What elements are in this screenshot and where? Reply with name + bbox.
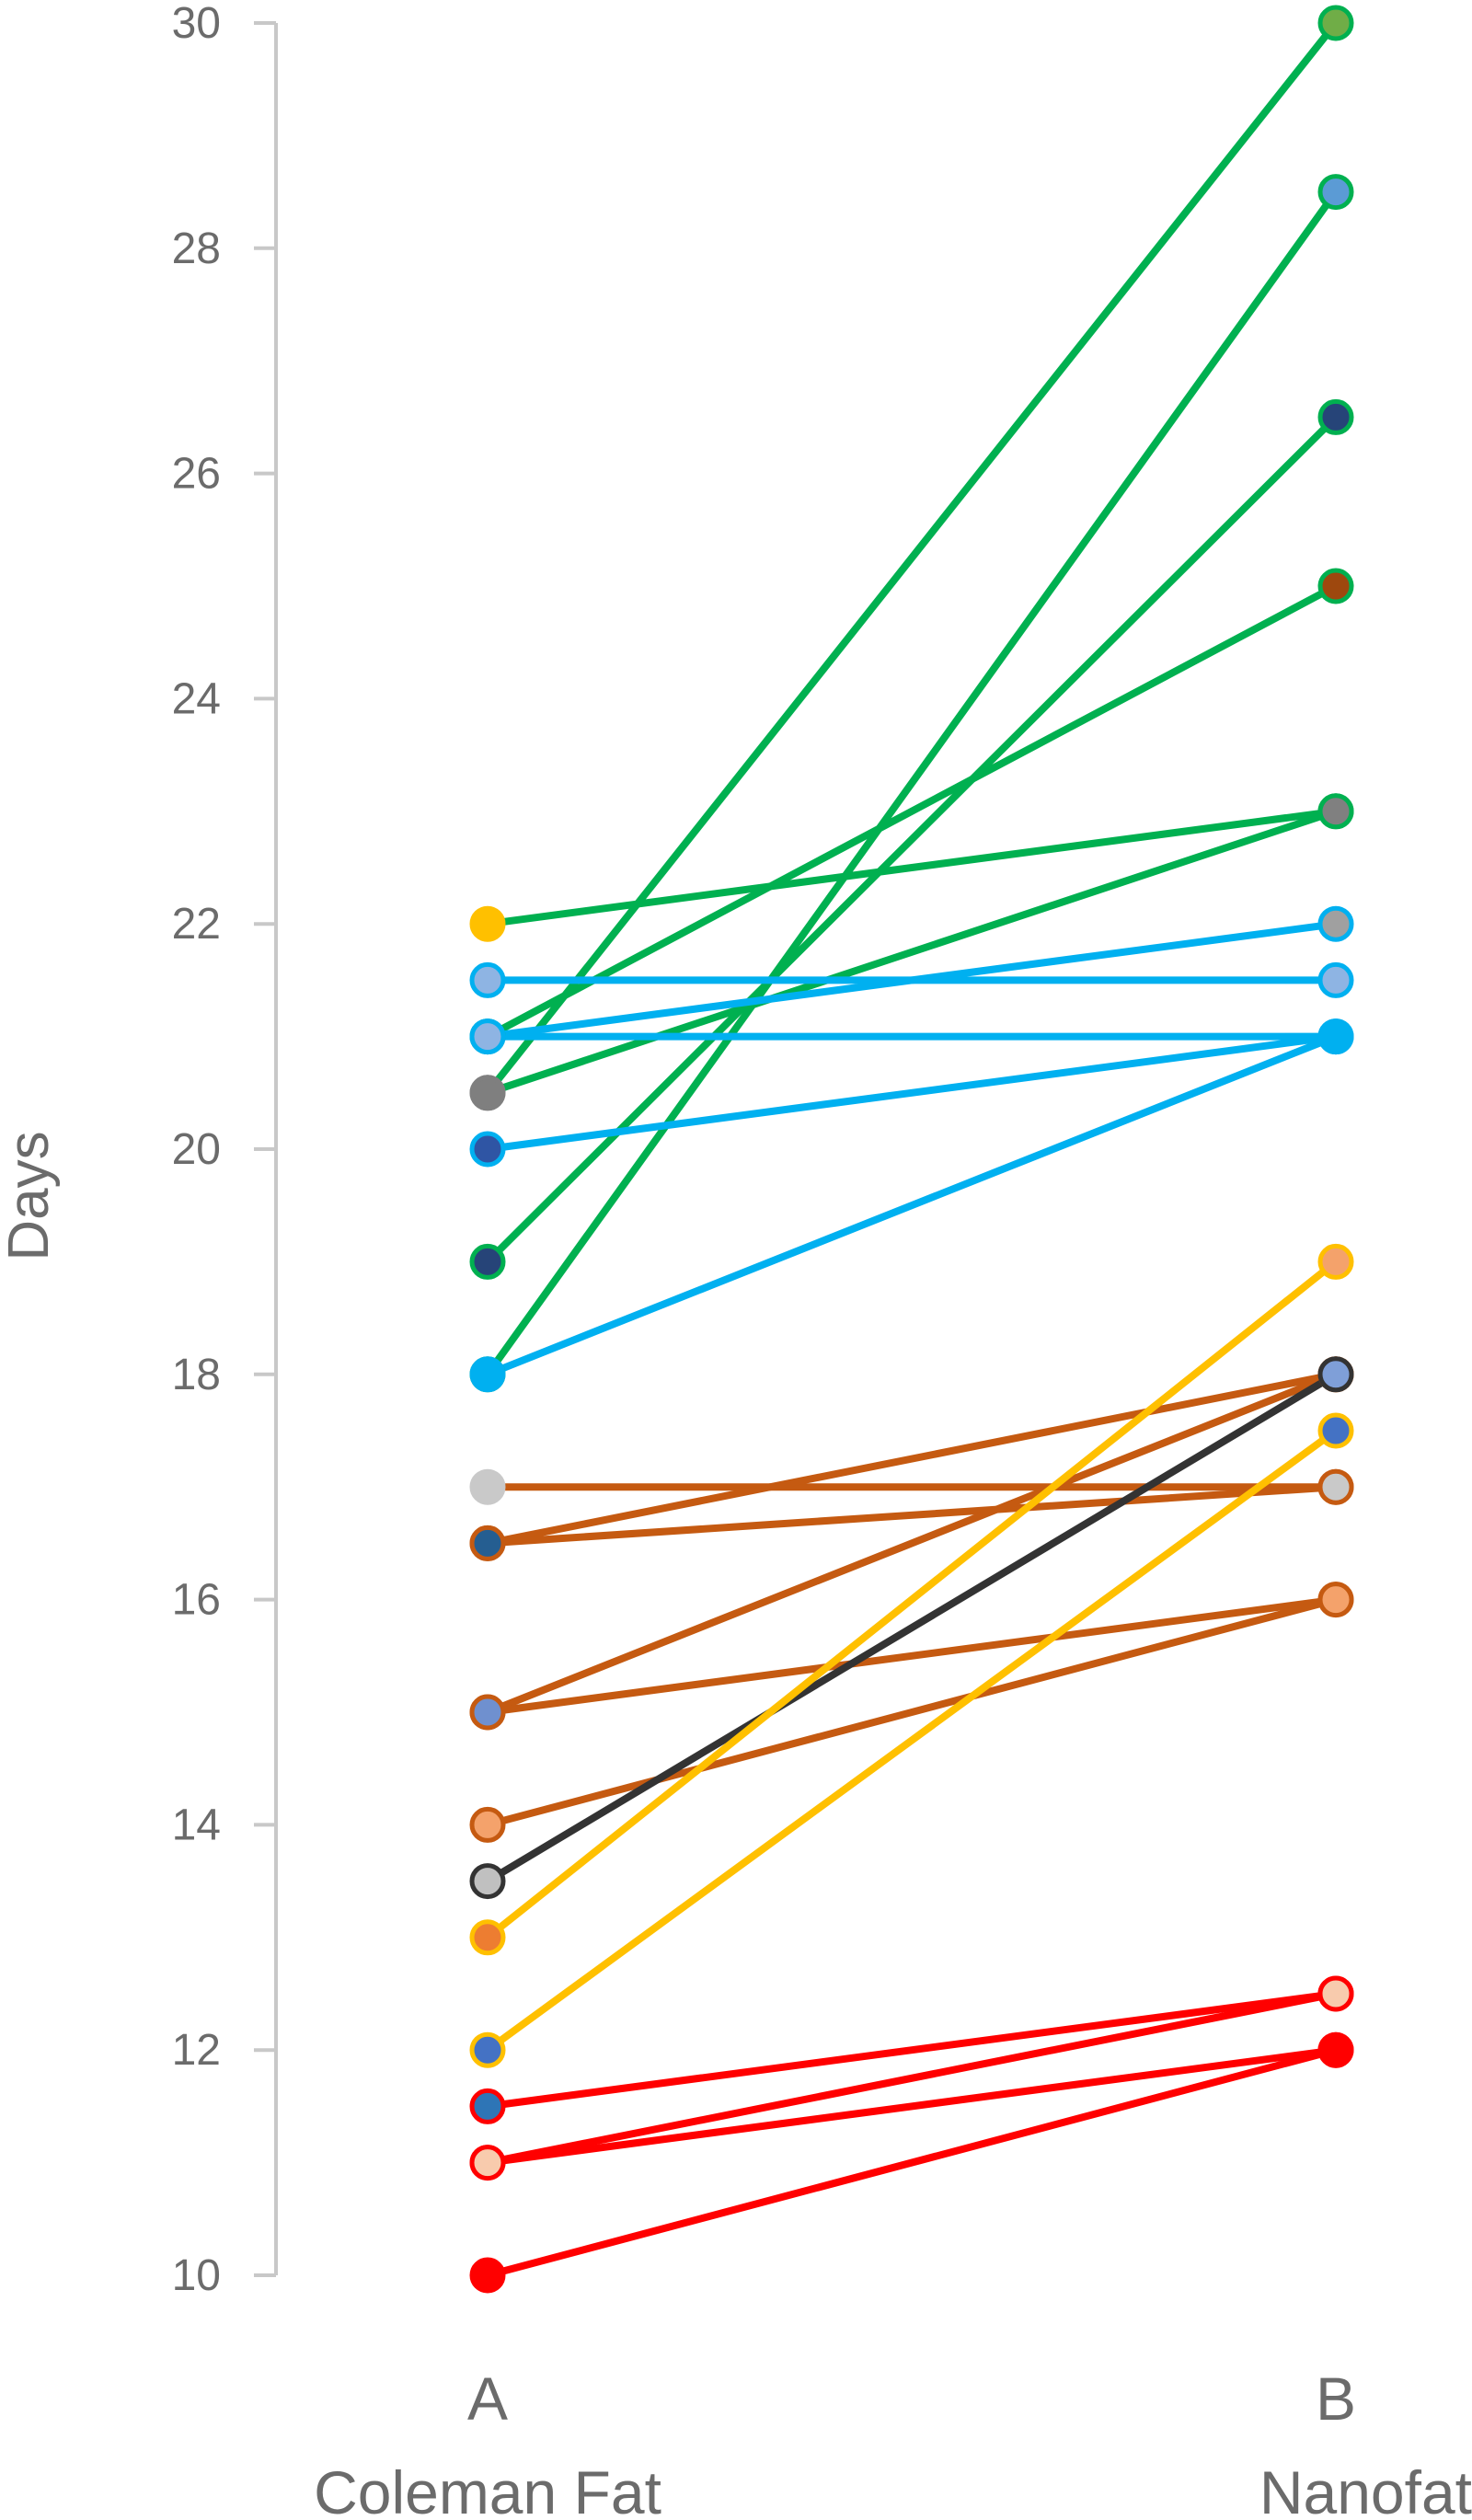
y-tick-label: 18 (172, 1351, 221, 1399)
data-point-nanofat (1317, 398, 1354, 435)
data-point-coleman (469, 1018, 506, 1055)
data-point-nanofat (1317, 1582, 1354, 1618)
category-name: Nanofat (1259, 2458, 1472, 2520)
series-line (484, 1427, 1340, 2054)
series-line (484, 1990, 1340, 2111)
series-line (484, 807, 1340, 928)
data-point-coleman (469, 1694, 506, 1731)
series-line (484, 1595, 1340, 1716)
series-lines (484, 19, 1340, 2279)
series-line (484, 1990, 1340, 2167)
category-letter: A (467, 2365, 508, 2433)
series-line (484, 920, 1340, 1041)
data-point-coleman (469, 1919, 506, 1956)
y-axis-title: Days (0, 1131, 61, 1260)
data-point-coleman (469, 1356, 506, 1393)
data-point-coleman (469, 2145, 506, 2181)
data-point-nanofat (1317, 174, 1354, 211)
x-category-labels: A Coleman Fat B Nanofat (314, 2365, 1472, 2520)
series-line (484, 188, 1340, 1378)
series-markers (469, 5, 1354, 2294)
series-line (484, 19, 1340, 1097)
data-point-coleman (469, 2257, 506, 2294)
y-tick-label: 22 (172, 900, 221, 949)
data-point-coleman (469, 2031, 506, 2068)
data-point-coleman (469, 1525, 506, 1561)
series-line (484, 1258, 1340, 1941)
category-letter: B (1316, 2365, 1356, 2433)
y-tick-label: 30 (172, 0, 221, 48)
data-point-nanofat (1317, 1412, 1354, 1449)
data-point-nanofat (1317, 905, 1354, 942)
y-tick-label: 16 (172, 1576, 221, 1625)
data-point-nanofat (1317, 1468, 1354, 1505)
data-point-nanofat (1317, 1975, 1354, 2012)
series-line (484, 1595, 1340, 1829)
data-point-nanofat (1317, 1356, 1354, 1393)
y-tick-label: 20 (172, 1125, 221, 1174)
series-line (484, 1370, 1340, 1716)
data-point-nanofat (1317, 2031, 1354, 2068)
y-tick-label: 24 (172, 674, 221, 723)
y-tick-label: 14 (172, 1801, 221, 1849)
series-line (484, 2046, 1340, 2167)
series-line (484, 582, 1340, 1041)
data-point-coleman (469, 1806, 506, 1843)
data-point-coleman (469, 961, 506, 998)
data-point-coleman (469, 1863, 506, 1900)
series-line (484, 1370, 1340, 1885)
y-axis (254, 21, 278, 2277)
category-name: Coleman Fat (314, 2458, 661, 2520)
data-point-nanofat (1317, 1018, 1354, 1055)
data-point-coleman (469, 1243, 506, 1280)
y-tick-label: 28 (172, 224, 221, 273)
series-line (484, 1032, 1340, 1378)
data-point-coleman (469, 1131, 506, 1168)
data-point-coleman (469, 1468, 506, 1505)
data-point-coleman (469, 1075, 506, 1111)
y-tick-label: 26 (172, 450, 221, 499)
series-line (484, 807, 1340, 1097)
y-tick-label: 10 (172, 2251, 221, 2300)
series-line (484, 2046, 1340, 2279)
series-line (484, 413, 1340, 1266)
series-line (484, 1483, 1340, 1548)
data-point-coleman (469, 2088, 506, 2124)
y-tick-label: 12 (172, 2026, 221, 2075)
data-point-nanofat (1317, 5, 1354, 41)
data-point-coleman (469, 905, 506, 942)
data-point-nanofat (1317, 961, 1354, 998)
y-tick-labels: 10 12 14 16 18 20 22 24 26 28 30 (172, 0, 221, 2300)
series-line (484, 1032, 1340, 1153)
data-point-nanofat (1317, 793, 1354, 830)
data-point-nanofat (1317, 568, 1354, 604)
series-line (484, 1370, 1340, 1548)
data-point-nanofat (1317, 1243, 1354, 1280)
